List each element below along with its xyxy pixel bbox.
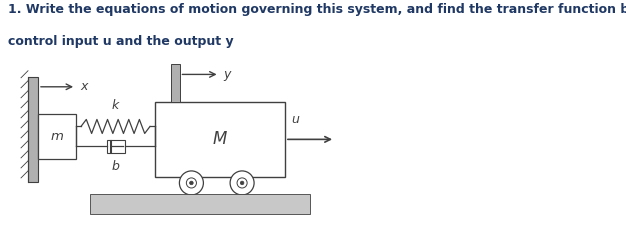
Bar (90, 194, 310, 214)
Bar (38, 114, 76, 159)
Bar (170, 64, 180, 102)
Text: y: y (223, 68, 231, 81)
Circle shape (187, 178, 197, 188)
Circle shape (190, 181, 193, 185)
Bar (106, 140, 125, 153)
Text: m: m (51, 130, 63, 143)
Circle shape (237, 178, 247, 188)
Text: x: x (80, 80, 88, 93)
Bar (28, 77, 38, 182)
Text: M: M (213, 130, 227, 148)
Text: control input u and the output y: control input u and the output y (8, 35, 233, 48)
Circle shape (230, 171, 254, 195)
Bar (155, 102, 285, 177)
Text: 1. Write the equations of motion governing this system, and find the transfer fu: 1. Write the equations of motion governi… (8, 3, 626, 16)
Circle shape (180, 171, 203, 195)
Text: b: b (111, 160, 120, 173)
Text: k: k (112, 99, 119, 112)
Circle shape (240, 181, 244, 185)
Text: u: u (291, 113, 299, 126)
